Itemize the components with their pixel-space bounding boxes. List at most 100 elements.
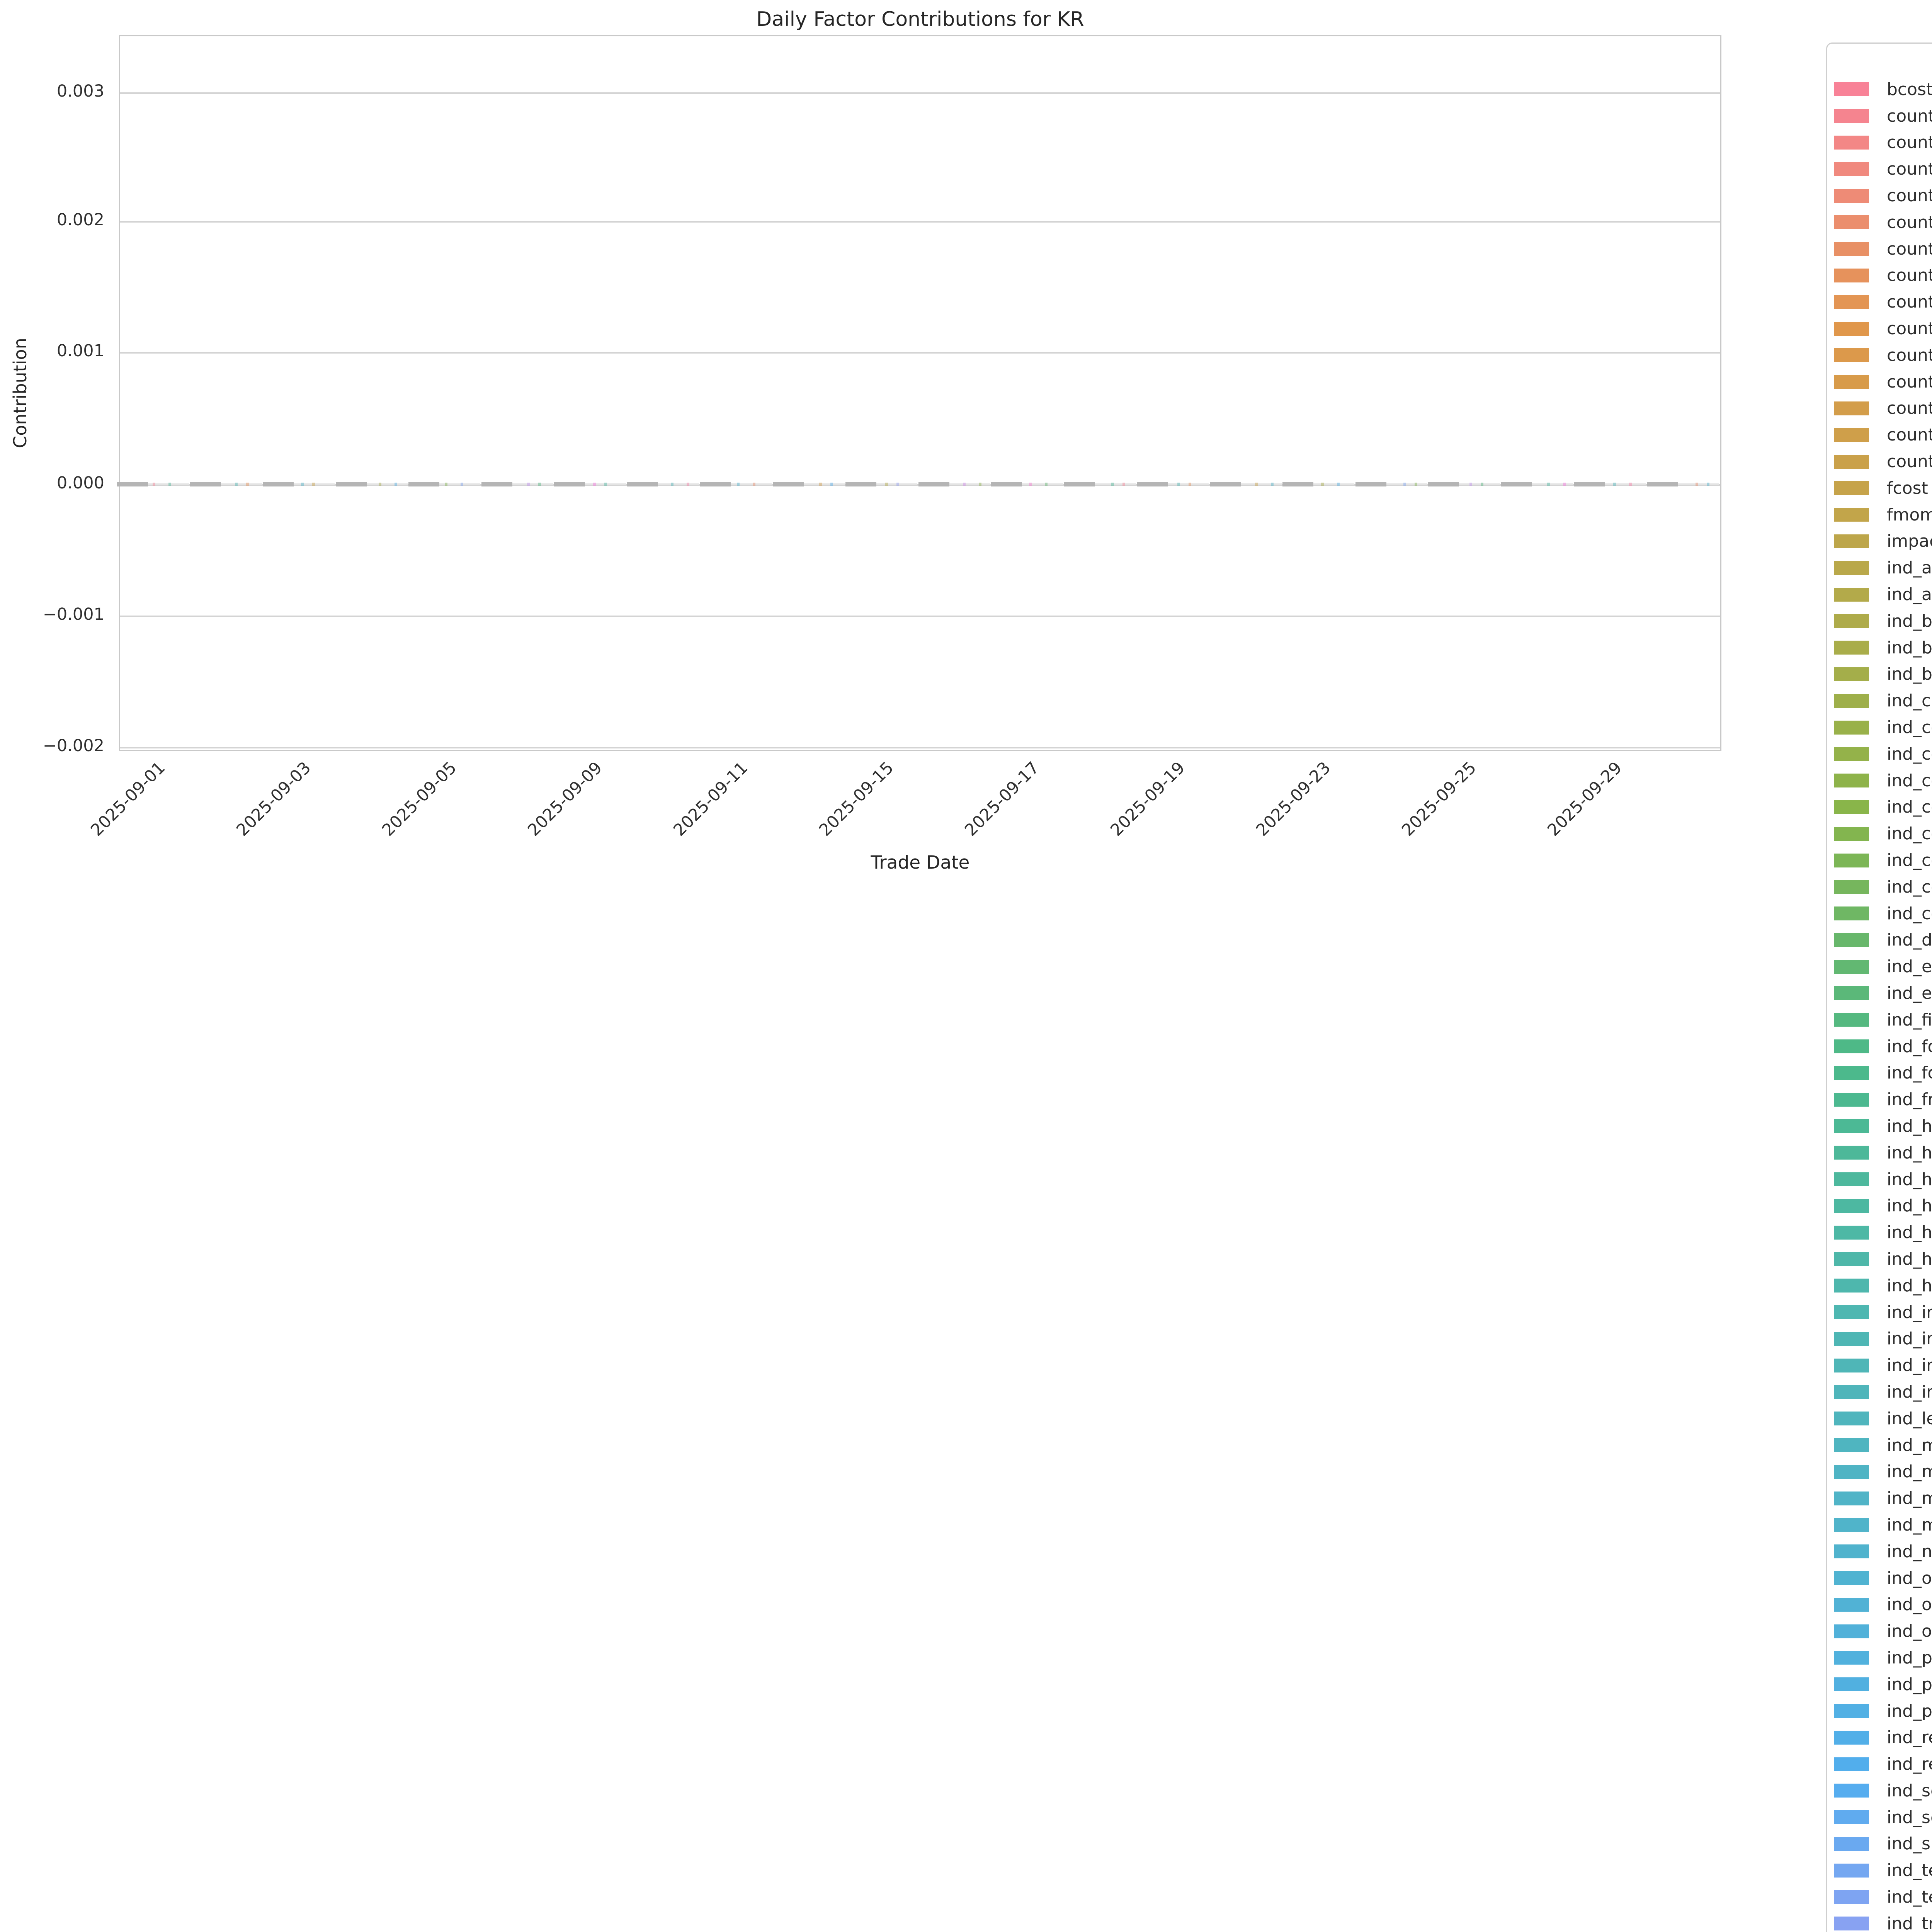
legend-label: country_PH <box>1887 345 1932 365</box>
legend-swatch <box>1834 375 1869 389</box>
gridline <box>120 352 1720 354</box>
x-tick-label: 2025-09-03 <box>233 758 315 840</box>
bar-speck <box>378 483 381 486</box>
legend-swatch <box>1834 508 1869 522</box>
legend-label: ind_banking_services <box>1887 611 1932 631</box>
bar-speck <box>1706 483 1709 486</box>
legend-swatch <box>1834 1491 1869 1505</box>
bar-group-dash <box>1064 482 1095 486</box>
legend-item: ind_construction_engineering <box>1827 820 1932 847</box>
legend-label: ind_semiconductors <box>1887 1781 1932 1801</box>
legend-label: ind_integrated_hardware_software <box>1887 1355 1932 1376</box>
x-axis-label: Trade Date <box>871 852 970 873</box>
legend-item: country_JP <box>1827 236 1932 262</box>
bar-group-faint-line <box>1240 483 1282 485</box>
bar-group-faint-line <box>1022 483 1063 485</box>
y-tick-label: 0.000 <box>56 473 104 493</box>
legend-swatch <box>1834 1651 1869 1665</box>
legend-item: ind_biotechnology <box>1827 661 1932 688</box>
legend-item: country_PH <box>1827 342 1932 369</box>
legend-label: fcost <box>1887 478 1928 498</box>
legend-item: ind_beverages <box>1827 634 1932 661</box>
bar-speck <box>819 483 822 486</box>
bar-group-faint-line <box>294 483 335 485</box>
legend-swatch <box>1834 587 1869 602</box>
legend-swatch <box>1834 1225 1869 1240</box>
bar-speck <box>1111 483 1114 486</box>
bar-speck <box>1469 483 1472 486</box>
legend-item: country_KR <box>1827 262 1932 289</box>
legend-label: ind_automobile <box>1887 585 1932 605</box>
legend-label: ind_diversified_retail <box>1887 930 1932 950</box>
bar-speck <box>312 483 315 486</box>
bar-speck <box>896 483 899 486</box>
legend-swatch <box>1834 986 1869 1000</box>
legend-label: ind_media_publishing <box>1887 1462 1932 1482</box>
legend-item: ind_healthcare_providers_services <box>1827 1139 1932 1166</box>
legend-item: ind_containers_packaging <box>1827 900 1932 927</box>
bar-group-dash <box>918 482 949 486</box>
y-tick-label: 0.002 <box>56 210 104 230</box>
legend-item: ind_real_estate_operations <box>1827 1724 1932 1751</box>
legend-swatch <box>1834 1597 1869 1612</box>
legend-swatch <box>1834 1279 1869 1293</box>
legend-swatch <box>1834 641 1869 655</box>
legend-swatch <box>1834 906 1869 921</box>
legend-label: country_MY <box>1887 292 1932 312</box>
legend-swatch <box>1834 534 1869 548</box>
legend-label: ind_investment_services <box>1887 1382 1932 1402</box>
bar-speck <box>235 483 238 486</box>
legend-swatch <box>1834 1438 1869 1452</box>
legend-label: ind_commercial_services_supplies <box>1887 744 1932 764</box>
bar-group-dash <box>1137 482 1168 486</box>
legend-label: ind_consumer_goods_conglomerates <box>1887 877 1932 897</box>
bar-speck <box>1563 483 1566 486</box>
bar-speck <box>1695 483 1698 486</box>
bar-speck <box>670 483 673 486</box>
bar-group-faint-line <box>1605 483 1646 485</box>
bar-speck <box>527 483 530 486</box>
legend-item: ind_computers_phones_household_electroni… <box>1827 794 1932 821</box>
legend-swatch <box>1834 1863 1869 1878</box>
legend-item: country_AU <box>1827 103 1932 129</box>
bar-speck <box>168 483 171 486</box>
legend-label: country_KR <box>1887 265 1932 286</box>
legend-item: ind_consumer_goods_conglomerates <box>1827 874 1932 900</box>
legend-label: country_AU <box>1887 106 1932 126</box>
legend-swatch <box>1834 321 1869 336</box>
legend-label: country_NZ <box>1887 319 1932 339</box>
legend-item: fmom <box>1827 502 1932 528</box>
bar-speck <box>593 483 596 486</box>
x-tick-label: 2025-09-19 <box>1107 758 1189 840</box>
legend-label: ind_chemicals <box>1887 691 1932 711</box>
legend-swatch <box>1834 135 1869 150</box>
bar-speck <box>1613 483 1616 486</box>
legend-item: ind_hotels_entertainment <box>1827 1219 1932 1246</box>
bar-group-faint-line <box>731 483 772 485</box>
x-tick-label: 2025-09-11 <box>670 758 752 840</box>
legend-label: ind_oil_gas_equipment_services <box>1887 1621 1932 1641</box>
legend-swatch <box>1834 162 1869 176</box>
bar-speck <box>301 483 304 486</box>
legend-label: ind_construction_materials <box>1887 850 1932 870</box>
legend-swatch <box>1834 1624 1869 1638</box>
bar-speck <box>246 483 249 486</box>
legend-item: country_ID <box>1827 182 1932 209</box>
bar-speck <box>461 483 463 486</box>
legend-item: ind_diversified_retail <box>1827 927 1932 954</box>
legend-item: ind_leisure_products <box>1827 1405 1932 1432</box>
legend-swatch <box>1834 1544 1869 1559</box>
legend-item: ind_media_publishing <box>1827 1458 1932 1485</box>
bar-group-dash <box>190 482 221 486</box>
bar-group-dash <box>554 482 585 486</box>
bar-speck <box>604 483 607 486</box>
x-tick-label: 2025-09-05 <box>378 758 461 840</box>
bar-speck <box>1547 483 1550 486</box>
legend-swatch <box>1834 109 1869 123</box>
legend-item: country_TW <box>1827 422 1932 448</box>
bar-group-faint-line <box>876 483 917 485</box>
legend-label: ind_fintech <box>1887 1010 1932 1030</box>
bar-speck <box>1414 483 1417 486</box>
bar-speck <box>963 483 966 486</box>
legend-label: ind_natural_gas_utilities <box>1887 1541 1932 1561</box>
